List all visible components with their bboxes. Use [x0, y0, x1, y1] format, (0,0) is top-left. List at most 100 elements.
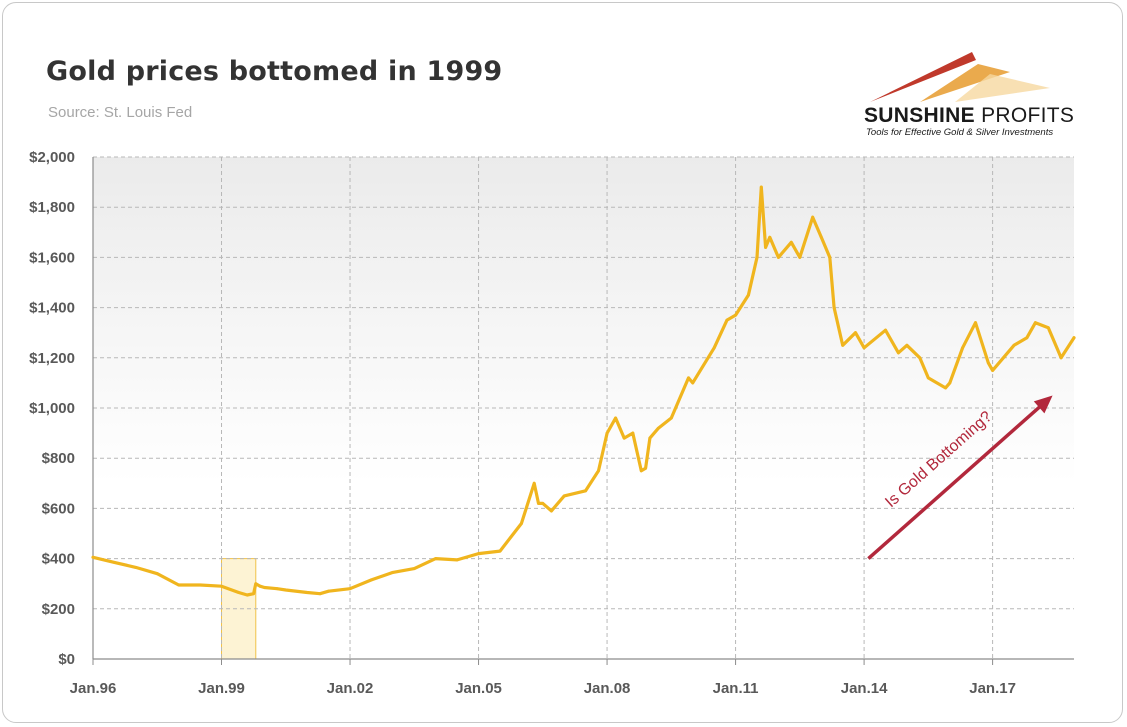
y-tick-label: $800	[42, 450, 75, 467]
chart-title: Gold prices bottomed in 1999	[46, 56, 503, 87]
y-tick-label: $1,400	[29, 300, 75, 317]
data-point	[759, 185, 763, 189]
data-point	[177, 583, 181, 587]
y-tick-label: $1,000	[29, 400, 75, 417]
data-point	[644, 466, 647, 470]
data-point	[562, 494, 566, 498]
data-point	[252, 592, 256, 596]
data-point	[263, 586, 266, 589]
data-point	[113, 561, 116, 564]
y-tick-label: $1,200	[29, 350, 75, 367]
data-point	[327, 589, 330, 593]
data-point	[348, 587, 352, 591]
y-tick-label: $1,800	[29, 199, 75, 216]
logo-rays-icon	[870, 52, 1050, 102]
y-tick-label: $1,600	[29, 249, 75, 266]
data-point	[819, 235, 823, 239]
data-point	[657, 426, 660, 430]
data-point	[747, 293, 750, 297]
x-tick-label: Jan.99	[198, 680, 245, 697]
data-point	[597, 469, 600, 473]
data-point	[1059, 356, 1063, 360]
y-tick-label: $0	[58, 651, 75, 668]
data-point	[974, 321, 977, 325]
annotation-arrow	[867, 404, 1042, 560]
data-point	[91, 555, 95, 559]
data-point	[455, 558, 459, 562]
data-point	[687, 376, 690, 380]
logo-name-light: PROFITS	[981, 104, 1075, 127]
data-point	[811, 215, 815, 219]
data-point	[798, 256, 802, 259]
data-point	[1012, 343, 1016, 347]
x-tick-label: Jan.11	[713, 680, 759, 697]
y-tick-label: $400	[42, 551, 75, 568]
data-point	[777, 256, 780, 259]
data-point	[854, 331, 857, 335]
data-point	[370, 578, 373, 582]
data-point	[755, 256, 759, 259]
y-tick-label: $200	[42, 601, 75, 618]
y-tick-label: $2,000	[29, 149, 75, 166]
logo-name-bold: SUNSHINE	[864, 104, 975, 127]
y-tick-label: $600	[42, 500, 75, 517]
x-tick-label: Jan.14	[841, 680, 888, 697]
data-point	[605, 431, 609, 435]
data-point	[948, 381, 952, 385]
data-point	[926, 376, 930, 380]
x-tick-label: Jan.08	[584, 680, 631, 697]
data-point	[284, 588, 288, 592]
data-point	[961, 346, 964, 350]
data-point	[884, 328, 887, 332]
data-point	[648, 436, 652, 440]
data-point	[477, 552, 480, 555]
data-point	[318, 592, 322, 596]
data-point	[155, 572, 159, 576]
data-point	[198, 583, 202, 587]
x-tick-label: Jan.96	[70, 680, 117, 697]
data-point	[220, 584, 223, 588]
data-point	[986, 361, 990, 365]
data-point	[944, 386, 947, 390]
data-point	[789, 240, 793, 244]
data-point	[412, 567, 416, 570]
data-point	[520, 522, 523, 525]
data-point	[712, 346, 716, 350]
data-point	[991, 369, 994, 372]
data-point	[498, 549, 502, 553]
data-point	[537, 502, 540, 505]
data-point	[550, 509, 553, 513]
data-point	[691, 381, 695, 385]
data-point	[862, 346, 866, 350]
data-point	[237, 591, 241, 594]
gold-price-line	[91, 185, 1076, 597]
data-point	[1025, 336, 1029, 340]
data-point	[768, 235, 772, 239]
data-point	[245, 593, 249, 597]
x-tick-label: Jan.17	[969, 680, 1016, 697]
data-point	[669, 416, 673, 420]
data-point	[532, 481, 536, 485]
data-point	[918, 356, 922, 360]
data-point	[1046, 326, 1050, 330]
data-point	[434, 557, 438, 560]
data-point	[258, 584, 262, 588]
data-point	[905, 343, 909, 347]
data-point	[1072, 336, 1076, 340]
chart-subtitle: Source: St. Louis Fed	[48, 104, 193, 121]
data-point	[725, 318, 729, 322]
data-point	[391, 571, 395, 574]
data-point	[541, 502, 545, 505]
data-point	[254, 582, 258, 586]
data-point	[275, 587, 279, 591]
x-tick-label: Jan.02	[327, 680, 374, 697]
x-tick-label: Jan.05	[455, 680, 502, 697]
annotation-arrowhead	[1033, 395, 1053, 414]
data-point	[897, 351, 900, 355]
data-point	[305, 591, 309, 594]
logo-name: SUNSHINE PROFITS	[864, 104, 1074, 128]
data-point	[134, 566, 138, 569]
data-point	[584, 489, 587, 493]
data-point	[639, 469, 643, 473]
